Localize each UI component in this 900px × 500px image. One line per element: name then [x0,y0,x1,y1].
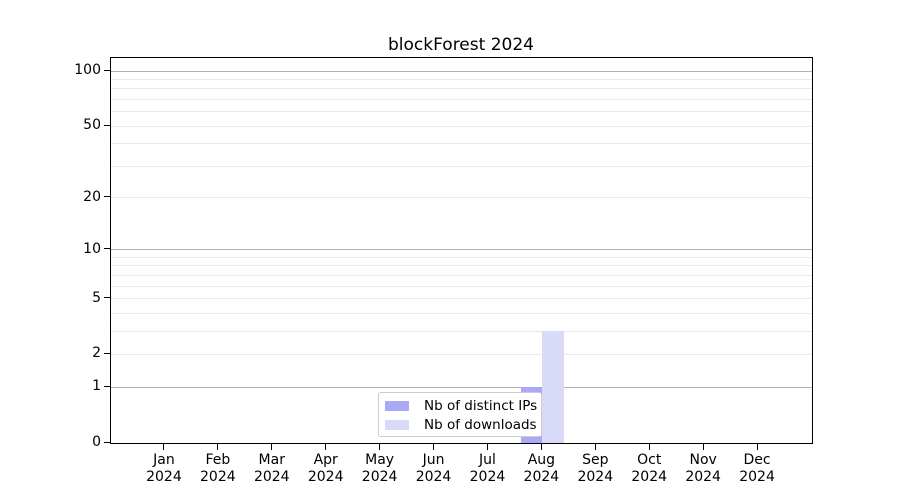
x-tick-month: Feb [205,452,231,468]
x-tick-month: Apr [313,452,338,468]
x-axis-tick-label: Dec 2024 [721,452,793,486]
gridline-minor [111,197,812,199]
x-axis-tick-label: Oct 2024 [613,452,685,486]
x-axis-tick [379,444,381,450]
x-tick-month: Nov [689,452,717,468]
gridline-minor [111,274,812,276]
y-axis-tick-label: 0 [92,434,101,450]
gridline-major [111,70,812,72]
x-axis-tick [594,444,596,450]
x-axis-tick [756,444,758,450]
legend-swatch-downloads-icon [385,419,409,430]
gridline-minor [111,353,812,355]
x-tick-year: 2024 [685,469,721,485]
chart-title: blockForest 2024 [388,35,534,55]
x-tick-year: 2024 [523,469,560,485]
x-axis-tick [433,444,435,450]
x-tick-year: 2024 [361,469,398,485]
y-axis-tick [104,352,110,354]
y-axis-tick-label: 2 [92,345,101,362]
x-tick-month: Mar [258,452,285,468]
y-axis-tick [104,248,110,250]
legend-label-downloads: Nb of downloads [424,416,537,433]
legend-swatch-distinct-ips-icon [385,400,409,411]
legend: Nb of distinct IPs Nb of downloads [378,392,542,437]
y-axis-tick-label: 100 [74,62,101,78]
y-axis-tick [104,196,110,198]
x-tick-year: 2024 [253,469,290,485]
x-tick-month: Aug [527,452,556,468]
x-axis-tick-label: Aug 2024 [505,452,577,486]
y-axis-tick-label: 50 [83,117,101,134]
gridline-minor [111,143,812,145]
gridline-minor [111,285,812,287]
y-axis-tick-label: 10 [83,240,101,257]
gridline-minor [111,312,812,314]
x-tick-month: Jun [422,452,445,468]
gridline-minor [111,88,812,90]
x-tick-year: 2024 [307,469,344,485]
x-axis-tick-label: May 2024 [344,452,416,486]
x-axis-tick [325,444,327,450]
x-tick-year: 2024 [469,469,506,485]
x-tick-month: May [365,452,395,468]
x-axis-tick [702,444,704,450]
y-axis-tick-label: 20 [83,188,101,205]
y-axis-tick [104,124,110,126]
x-tick-month: Jan [153,452,175,468]
y-axis-tick-label: 5 [92,289,101,306]
y-axis-tick [104,441,110,443]
x-axis-tick-label: Jun 2024 [398,452,470,486]
x-axis-tick-label: Feb 2024 [182,452,254,486]
x-axis-tick [217,444,219,450]
x-tick-month: Jul [479,452,496,468]
gridline-major [111,249,812,251]
x-tick-year: 2024 [415,469,452,485]
legend-item-distinct-ips: Nb of distinct IPs [385,396,541,415]
x-axis-tick [540,444,542,450]
gridline-minor [111,165,812,167]
legend-item-downloads: Nb of downloads [385,415,541,434]
legend-label-distinct-ips: Nb of distinct IPs [424,397,538,414]
y-axis-tick-label: 1 [92,378,101,395]
x-axis-tick [486,444,488,450]
x-tick-year: 2024 [200,469,236,485]
x-axis-tick [648,444,650,450]
x-axis-tick-label: Mar 2024 [236,452,308,486]
gridline-minor [111,298,812,300]
x-axis-tick-label: Nov 2024 [667,452,739,486]
x-tick-month: Sep [582,452,609,468]
x-tick-year: 2024 [631,469,668,485]
y-axis-tick [104,297,110,299]
x-tick-year: 2024 [739,469,775,485]
x-axis-tick-label: Sep 2024 [559,452,631,486]
x-axis-tick-label: Jan 2024 [128,452,200,486]
gridline-minor [111,125,812,127]
gridline-minor [111,111,812,113]
gridline-minor [111,256,812,258]
gridline-minor [111,265,812,267]
x-axis-tick [271,444,273,450]
plot-area [110,57,813,444]
x-axis-tick-label: Jul 2024 [451,452,523,486]
gridline-minor [111,98,812,100]
x-tick-month: Dec [743,452,771,468]
gridline-major [111,386,812,388]
y-axis-tick [104,69,110,71]
x-axis-tick [163,444,165,450]
gridline-minor [111,330,812,332]
x-axis-tick-label: Apr 2024 [290,452,362,486]
x-tick-year: 2024 [577,469,614,485]
x-tick-month: Oct [637,452,662,468]
gridline-minor [111,78,812,80]
y-axis-tick [104,385,110,387]
x-tick-year: 2024 [146,469,182,485]
bar-downloads [542,331,564,443]
